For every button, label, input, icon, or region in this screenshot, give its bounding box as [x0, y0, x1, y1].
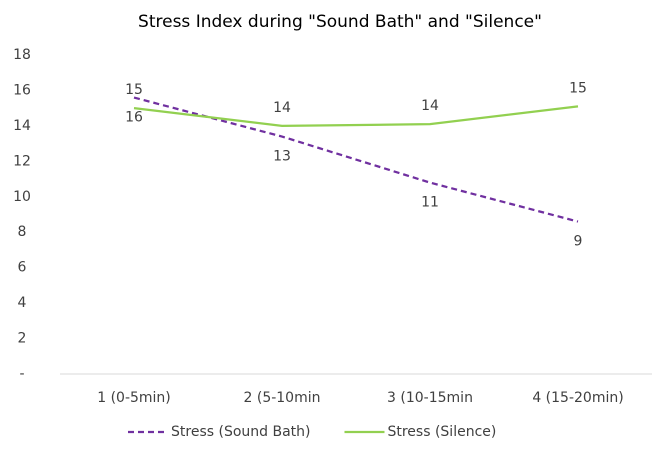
y-tick-label: 4: [18, 295, 27, 311]
data-label: 11: [421, 195, 439, 211]
y-tick-label: -: [19, 366, 24, 382]
x-tick-label: 3 (10-15min: [387, 390, 473, 406]
legend-label: Stress (Silence): [387, 424, 496, 440]
y-tick-label: 18: [13, 47, 31, 63]
data-label: 15: [125, 82, 143, 98]
chart-title: Stress Index during "Sound Bath" and "Si…: [138, 12, 542, 32]
legend-label: Stress (Sound Bath): [171, 424, 310, 440]
data-label: 14: [273, 100, 291, 116]
data-label: 16: [125, 110, 143, 126]
series-line: [133, 96, 579, 223]
y-tick-label: 8: [18, 224, 27, 240]
series-line: [133, 105, 579, 128]
data-label: 15: [569, 80, 587, 96]
y-tick-label: 10: [13, 189, 31, 205]
y-tick-label: 6: [18, 260, 27, 276]
data-label: 9: [574, 234, 583, 250]
y-tick-label: 16: [13, 82, 31, 98]
data-label: 14: [421, 98, 439, 114]
x-tick-label: 4 (15-20min): [532, 390, 623, 406]
x-tick-label: 1 (0-5min): [97, 390, 171, 406]
x-tick-label: 2 (5-10min: [244, 390, 321, 406]
data-label: 13: [273, 149, 291, 165]
y-tick-label: 14: [13, 118, 31, 134]
y-tick-label: 12: [13, 153, 31, 169]
y-tick-label: 2: [18, 331, 27, 347]
